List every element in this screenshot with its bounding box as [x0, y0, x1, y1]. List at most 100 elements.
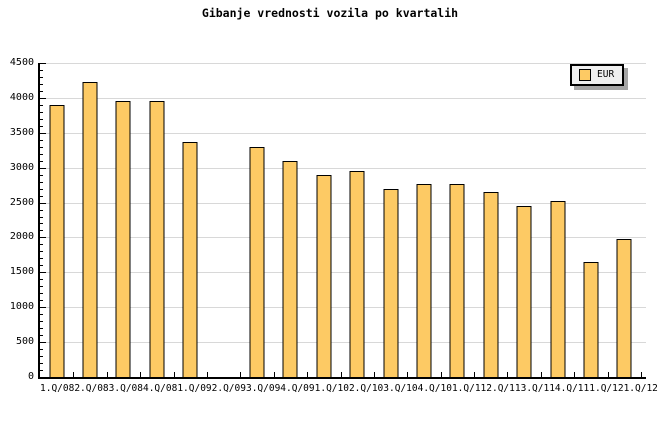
gridline	[40, 63, 646, 64]
y-axis-minor-tick	[40, 230, 43, 232]
x-axis-tick	[440, 372, 442, 377]
y-axis-tick-label: 0	[27, 371, 34, 382]
bar	[49, 105, 65, 377]
y-axis-major-tick	[40, 377, 46, 378]
bar-slot	[441, 63, 474, 377]
legend-swatch-icon	[579, 69, 591, 81]
y-axis-minor-tick	[40, 300, 43, 302]
y-axis-tick-label: 2500	[9, 196, 34, 208]
x-axis-tick-label: 4.Q/11	[554, 383, 590, 394]
bar-slot	[474, 63, 507, 377]
y-axis-minor-tick	[40, 153, 43, 155]
y-axis-major-tick	[40, 97, 46, 99]
y-axis-major-tick	[40, 132, 46, 134]
bar	[149, 101, 165, 377]
y-axis-minor-tick	[40, 314, 43, 316]
x-axis-tick-label: 3.Q/10	[383, 383, 418, 394]
x-axis-tick	[507, 372, 509, 377]
x-axis-tick-label: 3.Q/08	[108, 383, 143, 394]
y-axis-tick-label: 3000	[9, 161, 34, 173]
x-axis-tick	[407, 372, 409, 377]
y-axis-minor-tick	[40, 335, 43, 337]
y-axis-minor-tick	[40, 356, 43, 358]
y-axis-major-tick	[40, 342, 46, 344]
x-axis-tick	[106, 372, 108, 377]
x-axis-tick-label: 1.Q/11	[451, 383, 487, 394]
y-axis-minor-tick	[40, 293, 43, 295]
x-axis-tick-label: 1.Q/12	[589, 383, 624, 394]
x-axis-tick	[540, 372, 542, 377]
y-axis-minor-tick	[40, 265, 43, 267]
y-axis-minor-tick	[40, 174, 43, 176]
y-axis-tick-label: 4000	[9, 91, 34, 103]
y-axis-minor-tick	[40, 209, 43, 211]
y-axis-tick-label: 1000	[9, 301, 34, 313]
bar	[550, 201, 566, 377]
bar-slot	[307, 63, 340, 377]
y-axis-minor-tick	[40, 83, 43, 85]
x-axis-tick	[373, 372, 375, 377]
x-axis-tick	[273, 372, 275, 377]
bar	[516, 206, 532, 377]
gridline	[40, 97, 646, 99]
x-axis-tick	[574, 372, 576, 377]
y-axis-minor-tick	[40, 279, 43, 281]
bar-slot	[240, 63, 273, 377]
x-axis-tick	[307, 372, 309, 377]
x-axis-tick-label: 3.Q/11	[520, 383, 555, 394]
bar	[182, 142, 198, 377]
y-axis-major-tick	[40, 272, 46, 274]
y-axis-minor-tick	[40, 181, 43, 183]
x-axis-tick	[140, 372, 142, 377]
y-axis-minor-tick	[40, 328, 43, 330]
y-axis-minor-tick	[40, 286, 43, 288]
y-axis-major-tick	[40, 237, 46, 239]
bar-slot	[207, 63, 240, 377]
bar-slot	[374, 63, 407, 377]
bar-slot	[341, 63, 374, 377]
x-axis-tick	[340, 372, 342, 377]
y-axis-minor-tick	[40, 223, 43, 225]
legend-label: EUR	[597, 69, 615, 80]
y-axis-minor-tick	[40, 195, 43, 197]
x-axis-tick-label: 2.Q/08	[74, 383, 109, 394]
bar-slot	[608, 63, 641, 377]
x-axis-tick	[206, 372, 208, 377]
x-axis-tick-label: 2.Q/11	[486, 383, 521, 394]
y-axis-minor-tick	[40, 160, 43, 162]
gridline	[40, 237, 646, 239]
x-axis-tick	[173, 372, 175, 377]
legend: EUR	[570, 64, 625, 86]
y-axis-minor-tick	[40, 188, 43, 190]
y-axis-minor-tick	[40, 251, 43, 253]
y-axis-major-tick	[40, 63, 46, 64]
x-axis-labels: 1.Q/08 2.Q/08 3.Q/08 4.Q/08 1.Q/09 2.Q/09 3.Q/…	[40, 383, 658, 395]
y-axis-major-tick	[40, 202, 46, 204]
y-axis-minor-tick	[40, 90, 43, 92]
y-axis-minor-tick	[40, 125, 43, 127]
y-axis-minor-tick	[40, 146, 43, 148]
bar-slot	[140, 63, 173, 377]
bar-slot	[274, 63, 307, 377]
bar-slot	[507, 63, 540, 377]
y-axis-minor-tick	[40, 216, 43, 218]
x-axis-tick	[607, 372, 609, 377]
x-axis-tick-label: 4.Q/09	[280, 383, 315, 394]
y-axis-tick-label: 2000	[9, 231, 34, 243]
x-axis-tick-label: 2.Q/09	[211, 383, 246, 394]
bar	[449, 184, 465, 377]
gridline	[40, 167, 646, 169]
bar-slot	[174, 63, 207, 377]
x-axis-tick	[474, 372, 476, 377]
x-axis-tick-label: 1.Q/09	[177, 383, 212, 394]
bar	[349, 171, 365, 377]
bar	[82, 82, 98, 377]
plot-area	[38, 63, 646, 379]
y-axis-minor-tick	[40, 118, 43, 120]
bar-slot	[541, 63, 574, 377]
x-axis-tick-label: 4.Q/08	[142, 383, 178, 394]
bar	[282, 161, 298, 377]
x-axis-tick	[240, 372, 242, 377]
gridline	[40, 132, 646, 134]
